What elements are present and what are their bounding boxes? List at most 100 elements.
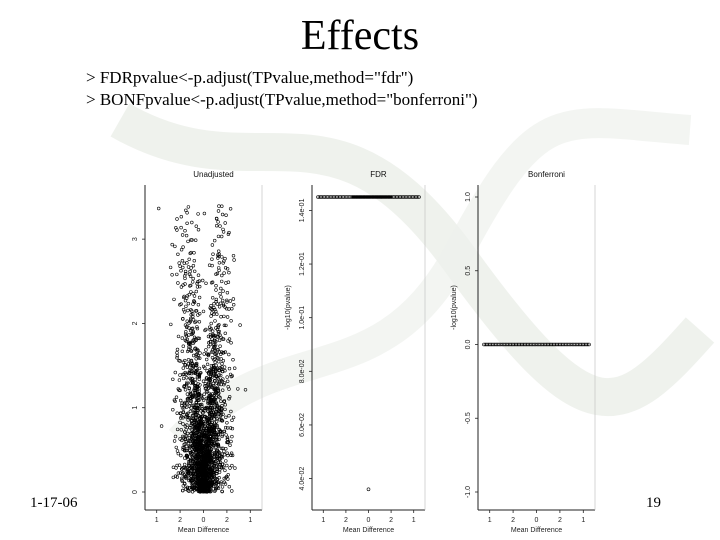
data-point xyxy=(191,477,195,482)
data-point xyxy=(218,301,223,305)
data-point xyxy=(229,319,233,323)
data-point xyxy=(179,453,183,458)
data-point xyxy=(202,465,207,469)
data-point xyxy=(201,475,206,479)
data-point xyxy=(213,238,217,243)
data-point xyxy=(417,195,421,199)
data-point xyxy=(173,434,178,439)
data-point xyxy=(206,399,210,403)
data-point xyxy=(198,447,203,451)
data-point xyxy=(209,472,213,477)
data-point xyxy=(183,448,187,452)
data-point xyxy=(227,352,231,357)
y-tick-label: 8.0e-02 xyxy=(299,359,306,383)
data-point xyxy=(208,375,213,379)
data-point xyxy=(214,309,218,314)
data-point xyxy=(233,466,237,470)
data-point xyxy=(222,480,227,484)
data-point xyxy=(204,443,209,447)
data-point xyxy=(189,406,193,410)
data-point xyxy=(229,453,233,457)
data-point xyxy=(205,490,209,494)
data-point xyxy=(220,419,224,423)
data-point xyxy=(193,426,197,431)
data-point xyxy=(212,306,216,310)
data-point xyxy=(198,284,202,289)
data-point xyxy=(209,350,214,354)
data-point xyxy=(201,453,205,458)
data-point xyxy=(157,206,161,211)
data-point xyxy=(224,415,228,419)
data-point xyxy=(227,414,231,418)
data-point xyxy=(228,395,232,399)
data-point xyxy=(204,463,209,468)
data-point xyxy=(214,412,218,416)
x-tick-label: 0 xyxy=(367,517,371,524)
data-point xyxy=(222,381,227,385)
data-point xyxy=(209,304,213,308)
data-point xyxy=(219,406,224,410)
data-point xyxy=(181,376,186,381)
data-point xyxy=(201,410,205,415)
data-point xyxy=(187,478,191,483)
data-point xyxy=(195,326,200,331)
data-point xyxy=(172,439,177,443)
data-point xyxy=(194,401,198,405)
data-point xyxy=(194,309,199,313)
data-point xyxy=(175,463,179,468)
data-point xyxy=(243,388,248,392)
data-point xyxy=(216,456,220,460)
data-point xyxy=(204,405,209,410)
data-point xyxy=(225,426,230,430)
data-point xyxy=(222,314,226,319)
data-point xyxy=(193,410,197,414)
data-point xyxy=(175,228,179,232)
data-point xyxy=(185,294,190,298)
data-point xyxy=(186,362,191,366)
data-point xyxy=(213,348,217,353)
data-point xyxy=(210,456,214,460)
data-point xyxy=(176,252,180,257)
data-point xyxy=(208,385,212,389)
data-point xyxy=(194,419,198,423)
y-axis-label: -log10(pvalue) xyxy=(451,285,458,330)
data-point xyxy=(189,266,193,270)
data-point xyxy=(225,435,230,439)
data-point xyxy=(186,358,191,362)
data-point xyxy=(222,365,227,369)
data-point xyxy=(176,281,180,285)
data-point xyxy=(214,272,218,276)
data-point xyxy=(222,259,226,263)
data-point xyxy=(214,410,219,414)
data-point xyxy=(201,420,205,424)
data-point xyxy=(219,315,223,319)
data-point xyxy=(222,271,226,275)
data-point xyxy=(214,450,219,454)
data-point xyxy=(210,243,215,247)
data-point xyxy=(209,473,214,477)
data-point xyxy=(178,373,182,377)
data-point xyxy=(197,366,202,371)
data-point xyxy=(191,264,196,268)
data-point xyxy=(192,353,196,358)
data-point xyxy=(171,465,176,469)
data-point xyxy=(214,288,218,292)
data-point xyxy=(186,439,191,443)
data-point xyxy=(179,215,184,219)
data-point xyxy=(195,349,199,353)
data-point xyxy=(199,467,204,471)
data-point xyxy=(187,370,191,375)
data-point xyxy=(205,438,209,442)
data-point xyxy=(193,464,198,468)
data-point xyxy=(228,299,233,303)
data-point xyxy=(206,487,210,491)
data-point xyxy=(185,392,190,396)
data-point xyxy=(216,254,221,258)
data-point xyxy=(205,471,209,475)
data-point xyxy=(221,465,226,470)
data-point xyxy=(186,396,190,401)
data-point xyxy=(191,394,195,399)
data-point xyxy=(215,302,220,306)
data-point xyxy=(189,318,193,322)
data-point xyxy=(189,332,194,337)
